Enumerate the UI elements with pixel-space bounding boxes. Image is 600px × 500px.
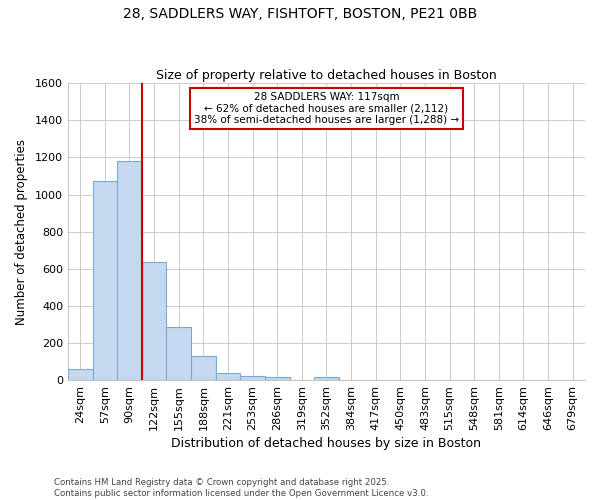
Text: 28 SADDLERS WAY: 117sqm
← 62% of detached houses are smaller (2,112)
38% of semi: 28 SADDLERS WAY: 117sqm ← 62% of detache… — [194, 92, 459, 126]
Bar — [191, 356, 215, 380]
Bar — [117, 161, 142, 380]
Title: Size of property relative to detached houses in Boston: Size of property relative to detached ho… — [156, 69, 497, 82]
Bar — [92, 180, 117, 380]
Bar — [142, 262, 166, 380]
Bar — [265, 377, 290, 380]
Text: Contains HM Land Registry data © Crown copyright and database right 2025.
Contai: Contains HM Land Registry data © Crown c… — [54, 478, 428, 498]
X-axis label: Distribution of detached houses by size in Boston: Distribution of detached houses by size … — [172, 437, 481, 450]
Bar — [314, 378, 339, 380]
Bar — [166, 328, 191, 380]
Bar — [215, 373, 240, 380]
Y-axis label: Number of detached properties: Number of detached properties — [15, 138, 28, 324]
Bar — [240, 376, 265, 380]
Text: 28, SADDLERS WAY, FISHTOFT, BOSTON, PE21 0BB: 28, SADDLERS WAY, FISHTOFT, BOSTON, PE21… — [123, 8, 477, 22]
Bar — [68, 369, 92, 380]
